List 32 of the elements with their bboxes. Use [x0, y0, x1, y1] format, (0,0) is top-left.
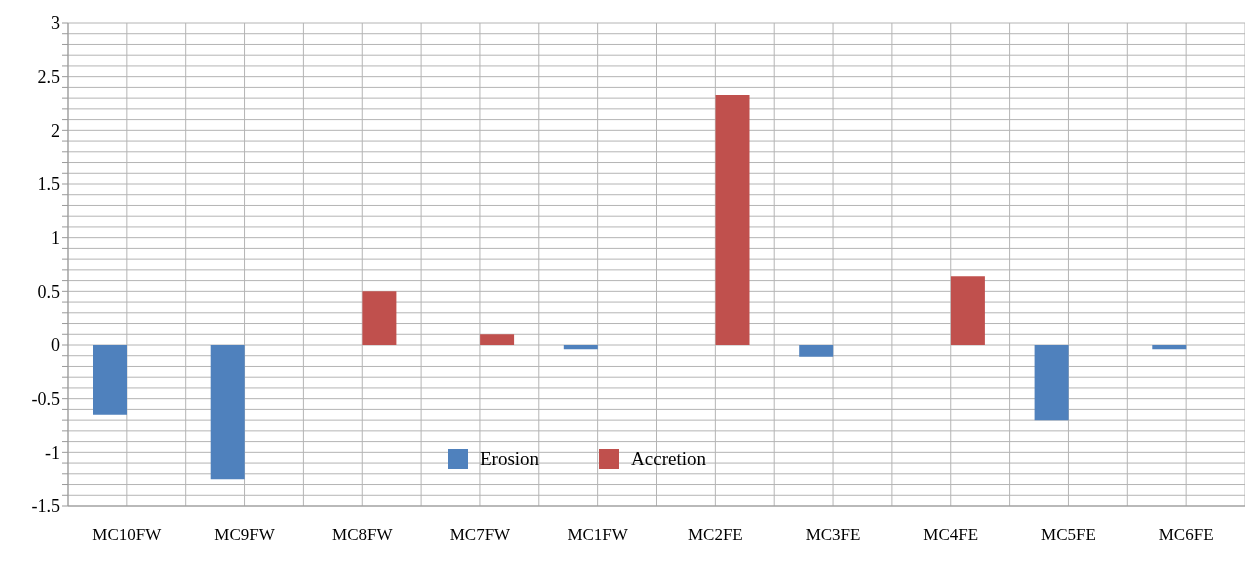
x-tick-label: MC10FW — [92, 525, 163, 545]
y-tick-label: 2 — [51, 120, 60, 141]
x-tick-label: MC3FE — [805, 525, 861, 545]
legend-label: Erosion — [480, 448, 540, 470]
x-tick-label: MC6FE — [1158, 525, 1214, 545]
y-tick-label: -0.5 — [31, 389, 60, 410]
bar — [362, 291, 397, 345]
x-tick-label: MC8FW — [332, 525, 394, 545]
x-tick-label: MC2FE — [687, 525, 743, 545]
y-tick-label: -1.5 — [31, 496, 60, 517]
bar — [93, 345, 127, 415]
y-tick-label: 2.5 — [37, 67, 60, 88]
x-tick-label: MC5FE — [1041, 525, 1096, 545]
y-tick-label: -1 — [45, 442, 60, 463]
y-tick-label: 3 — [51, 13, 60, 34]
bar — [480, 334, 515, 345]
bar — [715, 94, 750, 345]
bar — [1152, 345, 1187, 350]
y-tick-label: 0 — [51, 335, 60, 356]
y-tick-label: 0.5 — [37, 281, 60, 302]
x-tick-label: MC7FW — [449, 525, 512, 545]
bar — [1034, 345, 1069, 421]
bar — [950, 276, 985, 345]
y-tick-label: 1 — [51, 228, 60, 249]
bar — [563, 345, 598, 350]
x-tick-label: MC1FW — [567, 525, 629, 545]
x-tick-label: MC9FW — [214, 525, 276, 545]
x-tick-label: MC4FE — [923, 525, 979, 545]
y-tick-label: 1.5 — [37, 174, 60, 195]
bar — [210, 345, 245, 480]
bar — [799, 345, 834, 357]
legend-label: Accretion — [631, 448, 707, 470]
